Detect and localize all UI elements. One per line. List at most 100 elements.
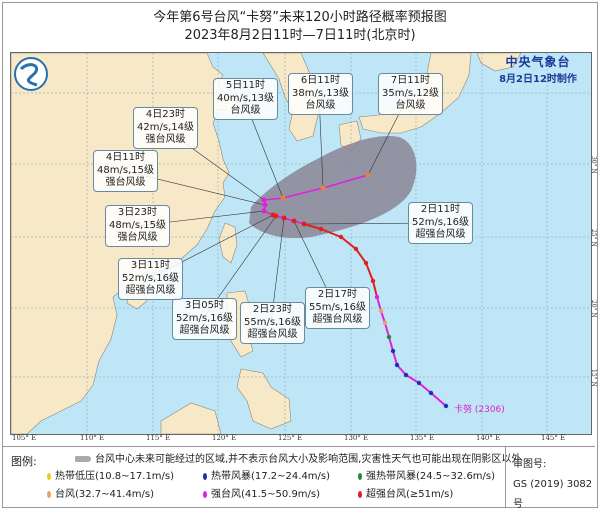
latitude-label: 20° N	[590, 300, 597, 318]
track-segment	[392, 350, 398, 366]
forecast-label-wind: 48m/s,15级	[109, 219, 166, 231]
legend-item: 强台风(41.5~50.9m/s)	[203, 485, 320, 500]
forecast-point	[262, 202, 268, 208]
legend-dot-icon	[358, 472, 362, 480]
track-point	[403, 372, 409, 378]
longitude-label: 130° E	[344, 434, 369, 442]
forecast-point	[365, 172, 371, 178]
track-segment	[430, 392, 447, 407]
legend-divider	[505, 447, 506, 507]
forecast-label-time: 4日23时	[145, 109, 186, 120]
longitude-label: 135° E	[410, 434, 435, 442]
track-point	[428, 390, 434, 396]
forecast-label-time: 7日11时	[390, 75, 431, 86]
forecast-label: 4日23时 42m/s,14级 强台风级	[133, 107, 198, 149]
forecast-label: 3日23时 48m/s,15级 强台风级	[105, 205, 170, 247]
forecast-point	[281, 215, 287, 221]
forecast-point	[320, 185, 326, 191]
forecast-label-wind: 52m/s,16级	[412, 216, 469, 228]
forecast-point	[291, 218, 297, 224]
hokkaido	[476, 53, 522, 72]
forecast-point	[301, 221, 307, 227]
forecast-label: 3日05时 52m/s,16级 超强台风级	[172, 298, 237, 340]
forecast-point	[270, 212, 276, 218]
track-point	[416, 380, 422, 386]
track-point	[386, 334, 392, 340]
forecast-label-level: 台风级	[305, 100, 336, 111]
latitude-label: 15° N	[590, 369, 597, 387]
track-point	[363, 260, 369, 266]
forecast-label-wind: 42m/s,14级	[137, 121, 194, 133]
observed-track	[301, 221, 449, 409]
track-point	[374, 294, 380, 300]
longitude-label: 145° E	[541, 434, 566, 442]
legend-cone-text: 台风中心未来可能经过的区域,并不表示台风大小及影响范围,灾害性天气也可能出现在阴…	[95, 454, 522, 465]
legend-item: 台风(32.7~41.4m/s)	[47, 485, 154, 500]
review-value: GS (2019) 3082号	[513, 479, 593, 510]
forecast-label: 6日11时 38m/s,13级 台风级	[288, 73, 353, 115]
legend-item-label: 强台风(41.5~50.9m/s)	[211, 489, 321, 500]
forecast-label-time: 5日11时	[225, 80, 266, 91]
forecast-label: 2日17时 55m/s,16级 超强台风级	[305, 287, 370, 329]
latitude-label: 25° N	[590, 229, 597, 247]
longitude-label: 115° E	[146, 434, 171, 442]
track-point	[394, 362, 400, 368]
forecast-label-level: 强台风级	[117, 232, 158, 243]
track-segment	[384, 322, 390, 338]
latitude-label: 30° N	[590, 156, 597, 174]
forecast-label-level: 超强台风级	[179, 325, 230, 336]
track-segment	[376, 296, 382, 312]
forecast-label-wind: 38m/s,13级	[292, 87, 349, 99]
forecast-point	[261, 208, 267, 214]
track-point	[382, 320, 388, 326]
forecast-label-wind: 55m/s,16级	[244, 316, 301, 328]
issuer-name: 中央气象台	[505, 55, 571, 69]
longitude-label: 110° E	[80, 434, 105, 442]
track-segment	[303, 223, 322, 230]
forecast-label-level: 超强台风级	[415, 229, 466, 240]
legend-item-label: 强热带风暴(24.5~32.6m/s)	[366, 471, 496, 482]
forecast-label: 2日11时 52m/s,16级 超强台风级	[408, 202, 473, 244]
legend: 图例: 台风中心未来可能经过的区域,并不表示台风大小及影响范围,灾害性天气也可能…	[3, 446, 595, 510]
forecast-label-wind: 52m/s,16级	[122, 272, 179, 284]
track-segment	[388, 336, 394, 352]
forecast-label-level: 强台风级	[145, 134, 186, 145]
legend-item: 强热带风暴(24.5~32.6m/s)	[358, 467, 495, 482]
legend-cone: 台风中心未来可能经过的区域,并不表示台风大小及影响范围,灾害性天气也可能出现在阴…	[45, 450, 521, 465]
forecast-label: 2日23时 55m/s,16级 超强台风级	[240, 302, 305, 344]
track-segment	[355, 248, 367, 264]
map-subtitle: 2023年8月2日11时—7日11时(北京时)	[184, 28, 416, 43]
track-point	[443, 403, 449, 409]
forecast-label-time: 3日11时	[130, 260, 171, 271]
track-segment	[418, 382, 432, 394]
forecast-label-time: 3日05时	[184, 300, 225, 311]
track-point	[353, 246, 359, 252]
track-point	[370, 278, 376, 284]
issue-time: 8月2日12时制作	[499, 74, 577, 85]
issuer: 中央气象台 8月2日12时制作	[488, 53, 588, 85]
legend-item: 热带低压(10.8~17.1m/s)	[47, 467, 174, 482]
typhoon-name-tag: 卡努 (2306)	[454, 405, 505, 415]
forecast-label: 7日11时 35m/s,12级 台风级	[378, 73, 443, 115]
legend-dot-icon	[47, 472, 51, 480]
legend-item-label: 超强台风(≥51m/s)	[366, 489, 454, 500]
forecast-track	[261, 172, 371, 227]
forecast-label-time: 2日23时	[252, 304, 293, 315]
cma-logo-icon	[14, 57, 48, 91]
forecast-label-wind: 52m/s,16级	[176, 312, 233, 324]
legend-dot-icon	[47, 490, 51, 498]
track-segment	[372, 280, 378, 298]
longitude-label: 125° E	[278, 434, 303, 442]
track-segment	[396, 364, 407, 376]
legend-item-label: 热带风暴(17.2~24.4m/s)	[211, 471, 331, 482]
track-point	[338, 234, 344, 240]
forecast-point	[261, 197, 267, 203]
legend-item-label: 台风(32.7~41.4m/s)	[55, 489, 155, 500]
forecast-label-time: 6日11时	[300, 75, 341, 86]
forecast-label-wind: 35m/s,12级	[382, 87, 439, 99]
forecast-label-time: 4日11时	[105, 152, 146, 163]
track-point	[378, 308, 384, 314]
forecast-label-level: 强台风级	[105, 177, 146, 188]
forecast-label-wind: 40m/s,13级	[217, 92, 274, 104]
review-label: 审图号:	[513, 459, 547, 470]
